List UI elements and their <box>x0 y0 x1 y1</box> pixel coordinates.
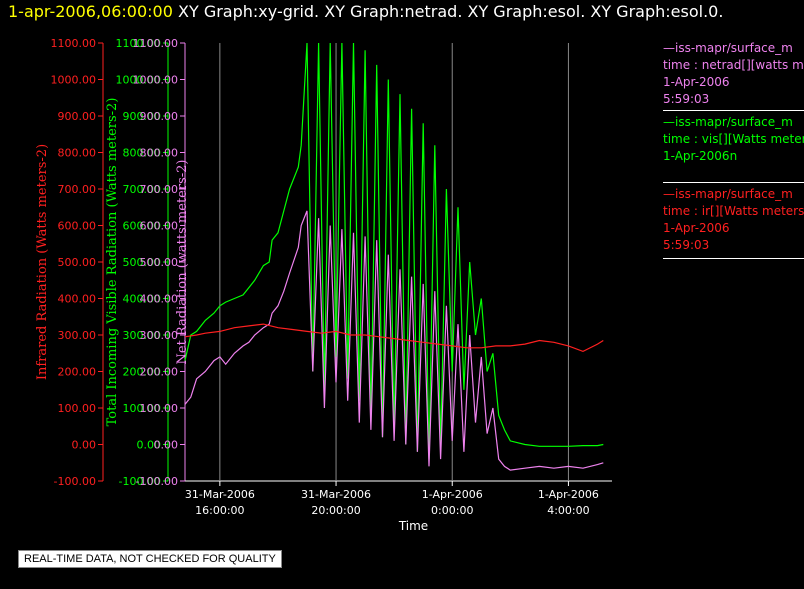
current-time-label: 1-apr-2006,06:00:00 <box>8 2 173 21</box>
y-tick-label: -100.00 <box>136 475 178 488</box>
legend-separator <box>663 258 804 259</box>
y-tick-label: 500.00 <box>123 256 162 269</box>
series-layer <box>184 42 604 471</box>
graph-list-label: XY Graph:xy-grid. XY Graph:netrad. XY Gr… <box>178 2 724 21</box>
y-axis-label: Total Incoming Visible Radiation (Watts … <box>105 98 120 427</box>
legend-separator <box>663 110 804 111</box>
x-tick-label: 1-Apr-2006 <box>422 488 483 501</box>
quality-notice: REAL-TIME DATA, NOT CHECKED FOR QUALITY <box>18 550 282 568</box>
x-tick-label: 31-Mar-2006 <box>301 488 371 501</box>
series-vis-line <box>184 42 604 460</box>
y-tick-label: 300.00 <box>58 329 97 342</box>
y-tick-label: 400.00 <box>123 293 162 306</box>
series-ir-line <box>184 323 604 353</box>
y-tick-label: 1100.00 <box>116 37 162 50</box>
y-tick-label: 600.00 <box>140 220 179 233</box>
y-tick-label: 700.00 <box>123 183 162 196</box>
grid-layer <box>219 43 569 481</box>
legend-entry-text: 1-Apr-2006 <box>663 221 730 235</box>
y-tick-label: 900.00 <box>58 110 97 123</box>
legend-entry-text: —iss-mapr/surface_m <box>663 187 793 201</box>
graph-title-bar: 1-apr-2006,06:00:00 XY Graph:xy-grid. XY… <box>8 2 723 22</box>
y-tick-label: 1000.00 <box>116 74 162 87</box>
y-tick-label: 700.00 <box>58 183 97 196</box>
y-tick-label: 100.00 <box>58 402 97 415</box>
y-tick-label: 600.00 <box>123 220 162 233</box>
y-tick-label: 200.00 <box>58 366 97 379</box>
y-tick-label: 500.00 <box>140 256 179 269</box>
y-tick-label: 1100.00 <box>133 37 179 50</box>
legend-entry-text: time : ir[][Watts meters <box>663 204 804 218</box>
y-tick-label: 300.00 <box>140 329 179 342</box>
y-tick-label: 700.00 <box>140 183 179 196</box>
y-tick-label: -100.00 <box>119 475 161 488</box>
y-tick-label: 0.00 <box>154 439 179 452</box>
y-tick-label: 200.00 <box>123 366 162 379</box>
y-tick-label: 800.00 <box>123 147 162 160</box>
y-tick-label: -100.00 <box>54 475 96 488</box>
x-tick-label: 20:00:00 <box>311 504 360 517</box>
y-tick-label: 300.00 <box>123 329 162 342</box>
x-tick-label: 1-Apr-2006 <box>538 488 599 501</box>
axes-layer: 1100.00 1000.00 900.00 800.00 700.00 600.00 50… <box>35 37 612 533</box>
legend-entry-text: —iss-mapr/surface_m <box>663 41 793 55</box>
y-tick-label: 800.00 <box>140 147 179 160</box>
y-tick-label: 900.00 <box>123 110 162 123</box>
y-axis-label: Infrared Radiation (Watts meters-2) <box>35 144 50 380</box>
y-tick-label: 100.00 <box>123 402 162 415</box>
series-netrad-line <box>184 210 604 471</box>
legend-entry-text: time : netrad[][watts me <box>663 58 804 72</box>
legend-entry-text: 1-Apr-2006 <box>663 75 730 89</box>
y-tick-label: 400.00 <box>58 293 97 306</box>
legend-entry-text: time : vis[][Watts meter <box>663 132 804 146</box>
y-tick-label: 100.00 <box>140 402 179 415</box>
y-tick-label: 500.00 <box>58 256 97 269</box>
y-tick-label: 0.00 <box>72 439 97 452</box>
y-tick-label: 400.00 <box>140 293 179 306</box>
y-tick-label: 600.00 <box>58 220 97 233</box>
y-tick-label: 1000.00 <box>133 74 179 87</box>
x-tick-label: 4:00:00 <box>547 504 589 517</box>
legend-entry-text: 5:59:03 <box>663 92 710 106</box>
legend-entry-text: 1-Apr-2006n <box>663 149 738 163</box>
x-tick-label: 31-Mar-2006 <box>185 488 255 501</box>
y-tick-label: 200.00 <box>140 366 179 379</box>
y-tick-label: 900.00 <box>140 110 179 123</box>
x-axis-label: Time <box>398 519 428 533</box>
y-tick-label: 1100.00 <box>51 37 97 50</box>
y-tick-label: 1000.00 <box>51 74 97 87</box>
x-tick-label: 0:00:00 <box>431 504 473 517</box>
x-tick-label: 16:00:00 <box>195 504 244 517</box>
legend-entry-text: 5:59:03 <box>663 238 710 252</box>
legend-separator <box>663 182 804 183</box>
y-tick-label: 0.00 <box>137 439 162 452</box>
y-tick-label: 800.00 <box>58 147 97 160</box>
legend-entry-text: —iss-mapr/surface_m <box>663 115 793 129</box>
y-axis-label: Net Radiation (watts meters-2) <box>175 160 190 365</box>
